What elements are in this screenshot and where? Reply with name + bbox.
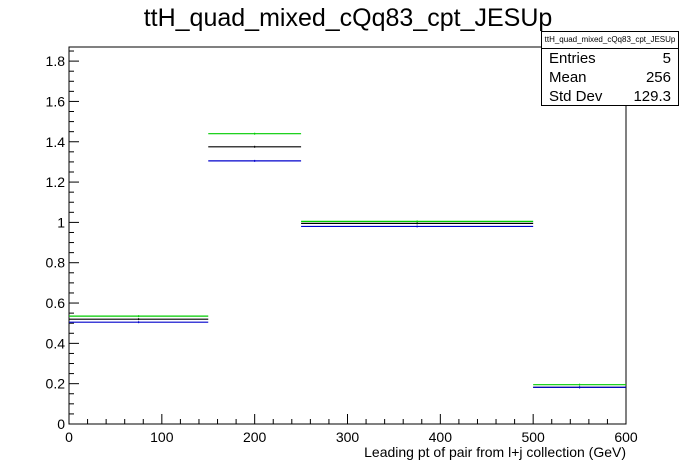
x-tick-label: 500 — [521, 429, 545, 445]
x-axis-label: Leading pt of pair from l+j collection (… — [364, 444, 626, 460]
stats-label: Entries — [549, 50, 596, 67]
x-tick-label: 600 — [614, 429, 638, 445]
y-tick-label: 1.6 — [46, 93, 66, 109]
stats-value: 256 — [645, 69, 671, 86]
y-tick-label: 0 — [57, 416, 65, 432]
y-tick-label: 0.4 — [46, 335, 66, 351]
stats-value: 129.3 — [633, 88, 671, 105]
stats-label: Std Dev — [549, 88, 603, 105]
stats-value: 5 — [662, 50, 671, 67]
x-tick-label: 300 — [336, 429, 360, 445]
stats-row-stddev: Std Dev 129.3 — [542, 87, 678, 106]
stats-box: ttH_quad_mixed_cQq83_cpt_JESUp Entries 5… — [541, 31, 679, 106]
stats-box-title: ttH_quad_mixed_cQq83_cpt_JESUp — [542, 32, 678, 49]
stats-row-entries: Entries 5 — [542, 49, 678, 68]
chart-title: ttH_quad_mixed_cQq83_cpt_JESUp — [143, 4, 553, 32]
y-tick-label: 1 — [57, 214, 65, 230]
stats-row-mean: Mean 256 — [542, 68, 678, 87]
y-tick-label: 0.2 — [46, 376, 66, 392]
y-tick-label: 1.8 — [46, 53, 66, 69]
y-tick-label: 1.2 — [46, 174, 66, 190]
x-tick-label: 200 — [243, 429, 267, 445]
y-tick-label: 1.4 — [46, 134, 66, 150]
x-tick-label: 400 — [429, 429, 453, 445]
x-tick-label: 100 — [150, 429, 174, 445]
y-tick-label: 0.6 — [46, 295, 66, 311]
x-tick-label: 0 — [65, 429, 73, 445]
stats-label: Mean — [549, 69, 587, 86]
y-tick-label: 0.8 — [46, 255, 66, 271]
